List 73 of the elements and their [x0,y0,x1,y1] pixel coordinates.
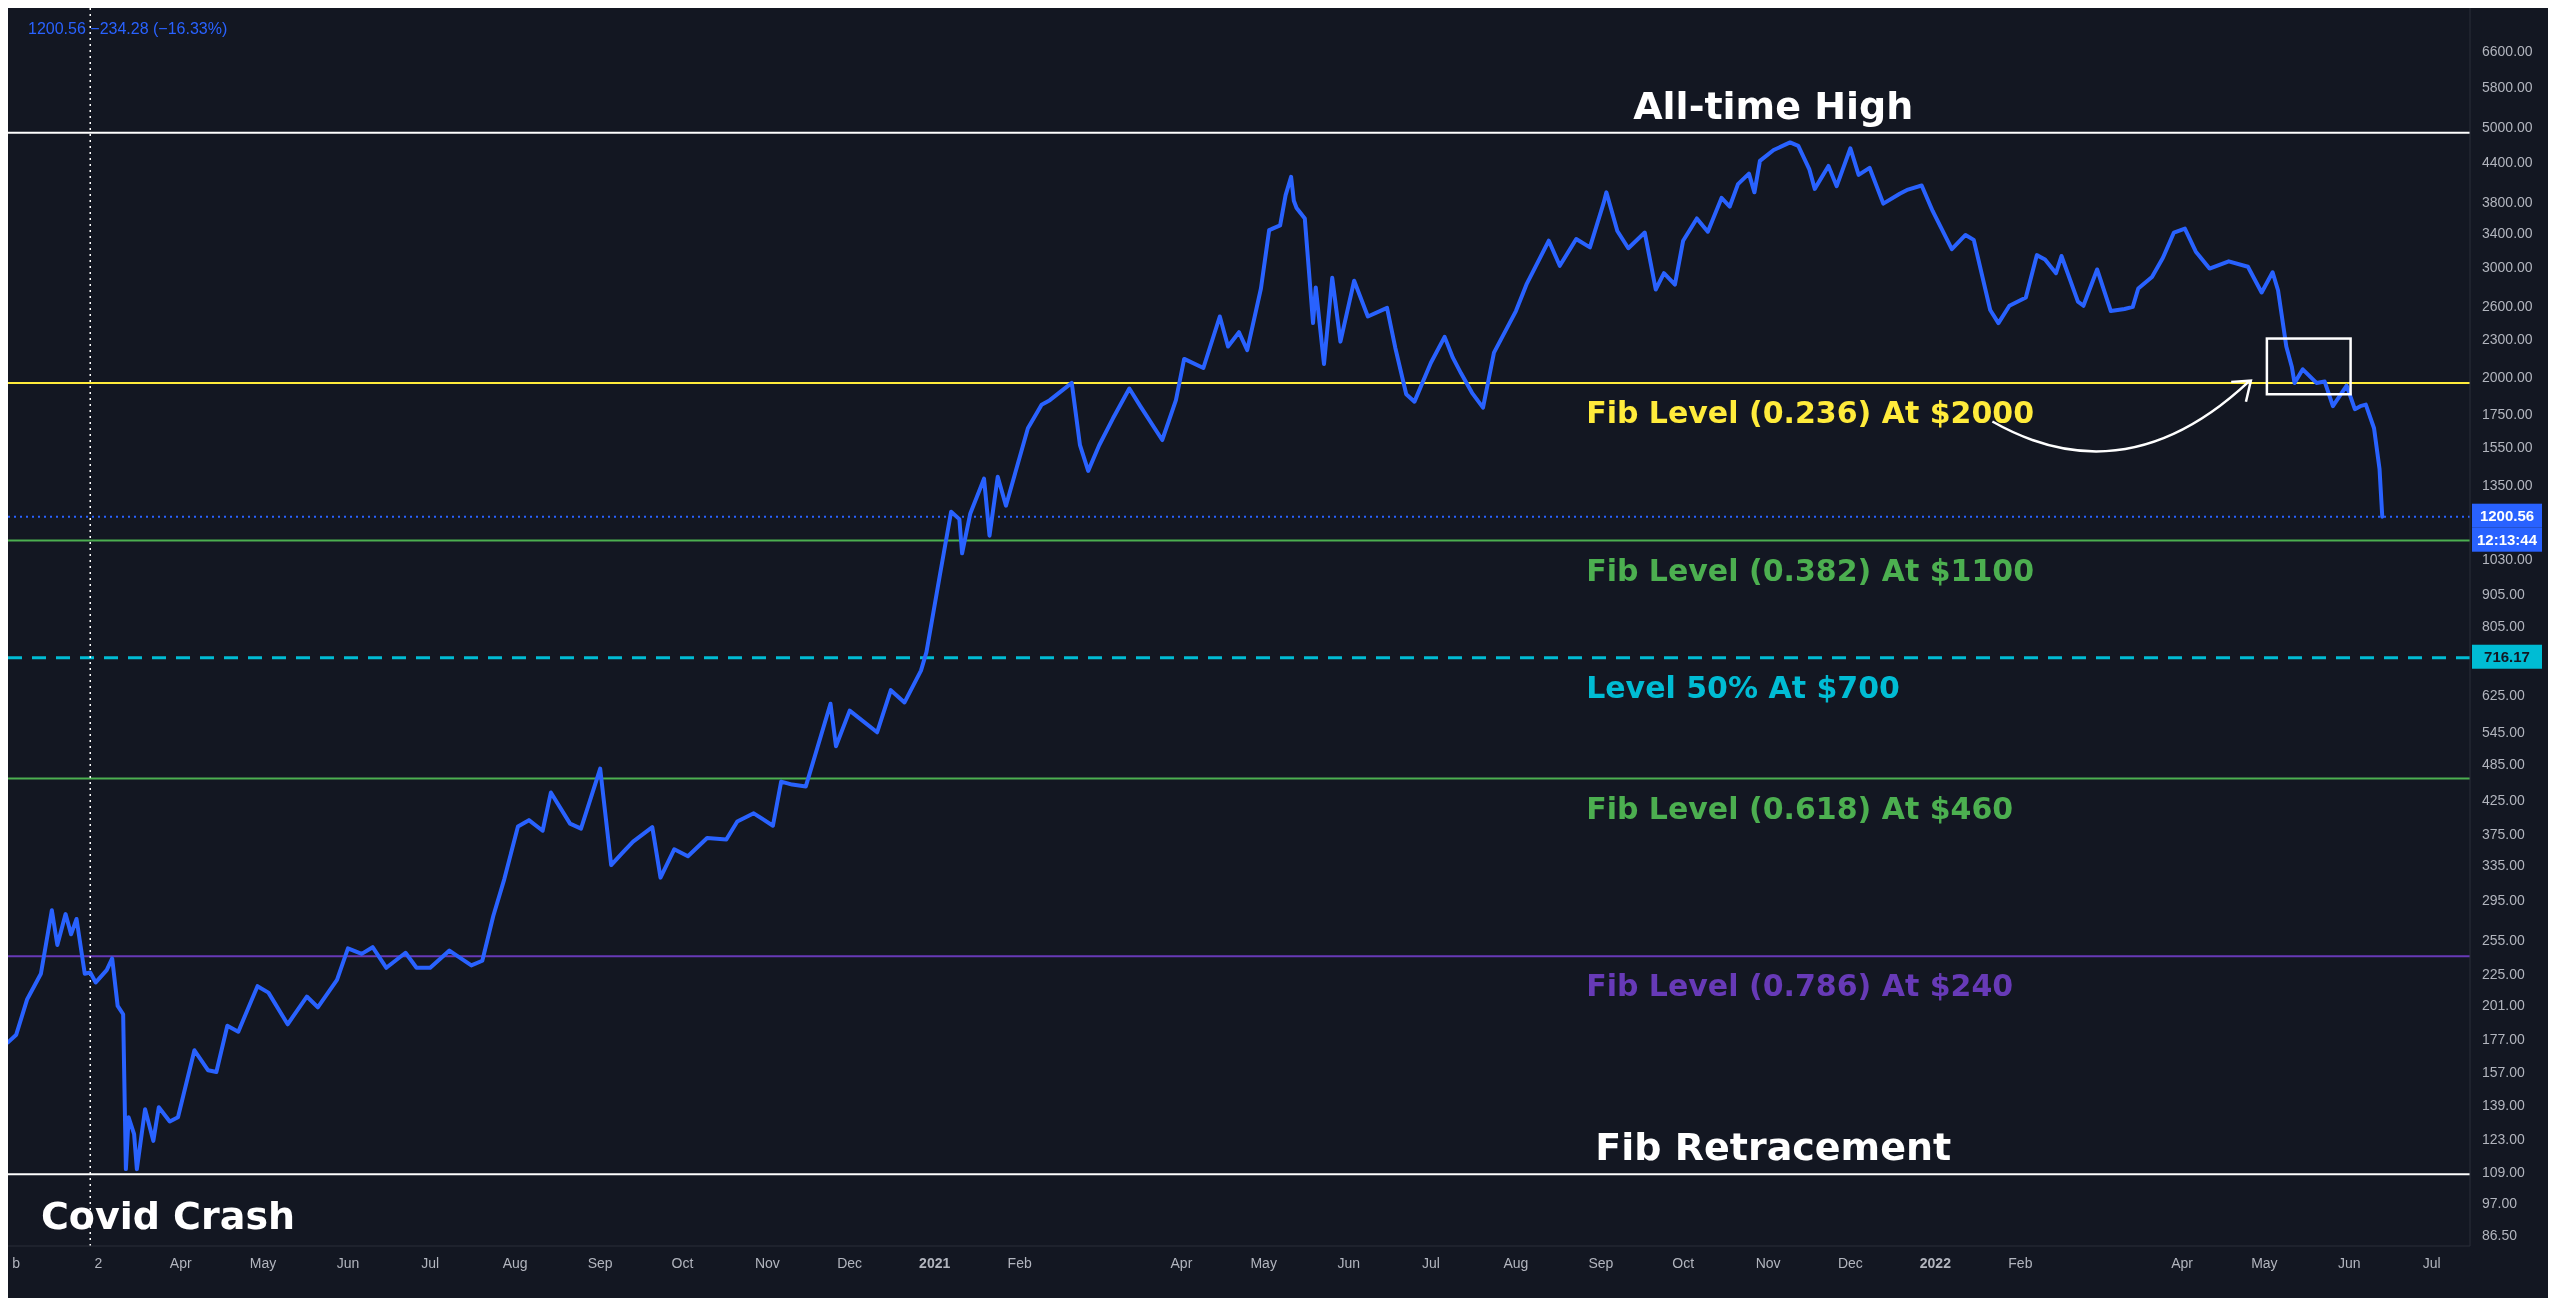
x-tick-label: 2021 [919,1255,951,1271]
x-tick-label: Jun [1337,1255,1360,1271]
ref-line-label: All-time High [1633,83,1914,128]
y-tick-label: 375.00 [2482,826,2526,843]
y-tick-label: 295.00 [2482,891,2526,908]
y-tick-label: 109.00 [2482,1163,2526,1180]
y-tick-label: 425.00 [2482,792,2526,809]
y-tick-label: 905.00 [2482,585,2526,602]
x-tick-label: Feb [2008,1255,2033,1271]
x-tick-label: Jun [2338,1255,2361,1271]
ref-line-label: Fib Level (0.382) At $1100 [1586,552,2035,588]
y-tick-label: 2600.00 [2482,297,2533,314]
y-tick-label: 485.00 [2482,756,2526,773]
ref-line-label: Fib Level (0.236) At $2000 [1586,394,2035,430]
y-tick-label: 5800.00 [2482,78,2533,95]
text: 716.17 [2484,647,2530,665]
y-tick-label: 1350.00 [2482,476,2533,493]
text: 1200.56 [2479,506,2535,524]
x-tick-label: Aug [1503,1255,1529,1271]
y-tick-label: 1750.00 [2482,405,2533,422]
y-tick-label: 157.00 [2482,1064,2526,1081]
x-tick-label: Oct [671,1255,694,1271]
y-tick-label: 86.50 [2482,1226,2518,1243]
y-tick-label: 3800.00 [2482,194,2533,211]
y-tick-label: 3400.00 [2482,224,2533,241]
x-tick-label: Jun [336,1255,360,1271]
x-tick-label: b [12,1255,21,1271]
y-tick-label: 177.00 [2482,1031,2526,1048]
x-tick-label: Aug [502,1255,528,1271]
x-tick-label: Dec [1837,1255,1863,1271]
y-tick-label: 6600.00 [2482,43,2533,60]
x-tick-label: Apr [2171,1255,2194,1271]
ref-line-label: Fib Retracement [1595,1125,1952,1170]
ref-line-label: Fib Level (0.786) At $240 [1586,968,2014,1004]
x-tick-label: Nov [754,1255,780,1271]
y-tick-label: 123.00 [2482,1130,2526,1147]
y-tick-label: 97.00 [2482,1195,2518,1212]
x-tick-label: May [1250,1255,1277,1271]
x-tick-label: Jul [2422,1255,2441,1271]
y-tick-label: 4400.00 [2482,154,2533,171]
text: 1200.56 −234.28 (−16.33%) [28,20,228,37]
y-tick-label: 805.00 [2482,617,2526,634]
x-tick-label: Sep [1588,1255,1614,1271]
x-tick-label: Dec [837,1255,863,1271]
ref-line-label: Level 50% At $700 [1586,669,1900,705]
y-tick-label: 335.00 [2482,857,2526,874]
y-tick-label: 2300.00 [2482,331,2533,348]
x-tick-label: 2022 [1919,1255,1952,1271]
y-tick-label: 201.00 [2482,996,2526,1013]
y-tick-label: 625.00 [2482,686,2526,703]
y-tick-label: 3000.00 [2482,258,2533,275]
x-tick-label: Apr [169,1255,192,1271]
x-tick-label: Nov [1755,1255,1781,1271]
x-tick-label: May [249,1255,277,1271]
y-tick-label: 139.00 [2482,1097,2526,1114]
x-tick-label: 2 [94,1255,103,1271]
y-tick-label: 545.00 [2482,724,2526,741]
x-tick-label: Oct [1672,1255,1695,1271]
y-tick-label: 5000.00 [2482,119,2533,136]
y-tick-label: 1550.00 [2482,438,2533,455]
x-tick-label: Jul [421,1255,440,1271]
annotation: Covid Crash [40,1194,296,1239]
y-tick-label: 2000.00 [2482,369,2533,386]
x-tick-label: Apr [1170,1255,1193,1271]
x-tick-label: Jul [1421,1255,1440,1271]
y-tick-label: 225.00 [2482,965,2526,982]
text: 12:13:44 [2476,530,2538,548]
x-tick-label: Sep [587,1255,613,1271]
y-tick-label: 255.00 [2482,931,2526,948]
x-tick-label: May [2251,1255,2278,1271]
x-tick-label: Feb [1007,1255,1032,1271]
ref-line-label: Fib Level (0.618) At $460 [1586,790,2014,826]
y-tick-label: 1030.00 [2482,550,2533,567]
